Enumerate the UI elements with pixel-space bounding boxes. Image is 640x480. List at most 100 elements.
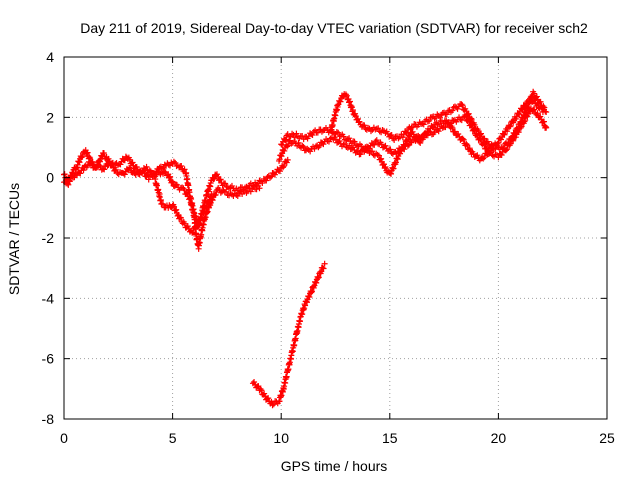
data-point bbox=[316, 142, 323, 149]
data-point bbox=[374, 151, 381, 158]
x-tick-label: 20 bbox=[491, 430, 507, 446]
data-point bbox=[169, 179, 176, 186]
data-point bbox=[495, 154, 502, 161]
data-point bbox=[408, 124, 415, 131]
x-tick-label: 10 bbox=[273, 430, 289, 446]
data-point bbox=[143, 163, 150, 170]
data-point bbox=[314, 129, 321, 136]
data-point bbox=[276, 156, 283, 163]
data-point bbox=[465, 110, 472, 117]
data-point bbox=[208, 190, 215, 197]
data-point bbox=[325, 138, 332, 145]
data-point bbox=[437, 114, 444, 121]
data-point bbox=[342, 91, 349, 98]
series-7 bbox=[249, 260, 328, 409]
data-point bbox=[474, 152, 481, 159]
series-6 bbox=[328, 88, 550, 153]
data-point bbox=[335, 129, 342, 136]
data-point bbox=[382, 142, 389, 149]
data-point bbox=[371, 141, 378, 148]
data-point bbox=[205, 199, 212, 206]
data-point bbox=[256, 185, 263, 192]
data-point bbox=[189, 229, 196, 236]
data-point bbox=[450, 117, 457, 124]
data-point bbox=[534, 110, 541, 117]
data-point bbox=[173, 206, 180, 213]
data-point bbox=[484, 138, 491, 145]
data-point bbox=[129, 159, 136, 166]
data-point bbox=[281, 147, 288, 154]
data-point bbox=[420, 134, 427, 141]
data-point bbox=[498, 151, 505, 158]
data-point bbox=[439, 124, 446, 131]
data-series bbox=[61, 88, 550, 409]
data-point bbox=[506, 123, 513, 130]
data-point bbox=[481, 154, 488, 161]
data-point bbox=[484, 151, 491, 158]
data-point bbox=[212, 191, 219, 198]
data-point bbox=[349, 106, 356, 113]
data-point bbox=[186, 196, 193, 203]
data-point bbox=[87, 155, 94, 162]
data-point bbox=[442, 124, 449, 131]
data-point bbox=[373, 137, 380, 144]
data-point bbox=[117, 161, 124, 168]
data-point bbox=[184, 190, 191, 197]
data-point bbox=[509, 135, 516, 142]
data-point bbox=[278, 153, 285, 160]
data-point bbox=[540, 103, 547, 110]
x-tick-label: 0 bbox=[60, 430, 68, 446]
data-point bbox=[76, 159, 83, 166]
data-point bbox=[308, 289, 315, 296]
series-3 bbox=[152, 176, 215, 236]
data-point bbox=[357, 151, 364, 158]
data-point bbox=[121, 171, 128, 178]
data-point bbox=[308, 288, 315, 295]
series-5 bbox=[276, 95, 548, 164]
data-point bbox=[389, 164, 396, 171]
x-tick-label: 25 bbox=[599, 430, 615, 446]
data-point bbox=[351, 138, 358, 145]
data-point bbox=[346, 135, 353, 142]
data-point bbox=[420, 121, 427, 128]
data-point bbox=[407, 133, 414, 140]
x-axis-label: GPS time / hours bbox=[281, 458, 388, 474]
data-point bbox=[507, 123, 514, 130]
data-point bbox=[481, 135, 488, 142]
data-point bbox=[285, 142, 292, 149]
data-point bbox=[61, 171, 68, 178]
data-point bbox=[512, 130, 519, 137]
data-point bbox=[299, 142, 306, 149]
data-point bbox=[181, 187, 188, 194]
data-point bbox=[268, 173, 275, 180]
data-point bbox=[306, 294, 313, 301]
data-point bbox=[80, 167, 87, 174]
data-point bbox=[426, 117, 433, 124]
data-point bbox=[488, 141, 495, 148]
data-point bbox=[516, 111, 523, 118]
data-point bbox=[117, 169, 124, 176]
data-point bbox=[318, 268, 325, 275]
data-point bbox=[543, 109, 550, 116]
data-point bbox=[222, 180, 229, 187]
data-point bbox=[167, 173, 174, 180]
data-point bbox=[127, 165, 134, 172]
data-point bbox=[533, 93, 540, 100]
data-point bbox=[449, 107, 456, 114]
data-point bbox=[321, 260, 328, 267]
data-point bbox=[543, 124, 550, 131]
data-point bbox=[459, 102, 466, 109]
data-point bbox=[505, 139, 512, 146]
data-point bbox=[402, 142, 409, 149]
data-point bbox=[464, 142, 471, 149]
y-tick-label: 2 bbox=[46, 109, 54, 125]
x-tick-label: 15 bbox=[382, 430, 398, 446]
data-point bbox=[178, 162, 185, 169]
data-point bbox=[408, 139, 415, 146]
data-point bbox=[401, 142, 408, 149]
data-point bbox=[390, 165, 397, 172]
data-point bbox=[316, 269, 323, 276]
data-point bbox=[73, 165, 80, 172]
